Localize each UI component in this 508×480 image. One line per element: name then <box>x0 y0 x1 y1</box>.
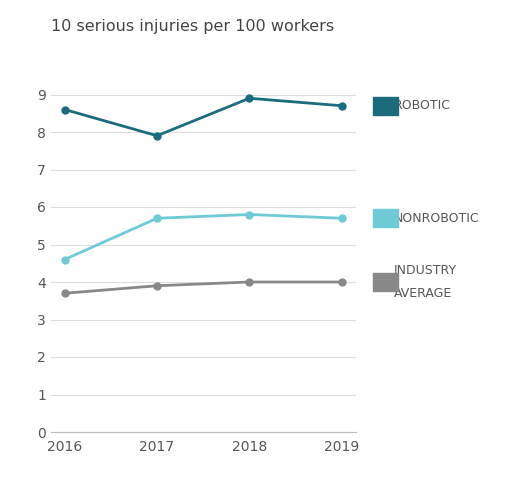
Text: INDUSTRY: INDUSTRY <box>394 264 457 277</box>
Text: AVERAGE: AVERAGE <box>394 287 452 300</box>
Text: ROBOTIC: ROBOTIC <box>394 99 451 112</box>
Text: 10 serious injuries per 100 workers: 10 serious injuries per 100 workers <box>51 19 334 34</box>
Text: NONROBOTIC: NONROBOTIC <box>394 212 480 225</box>
